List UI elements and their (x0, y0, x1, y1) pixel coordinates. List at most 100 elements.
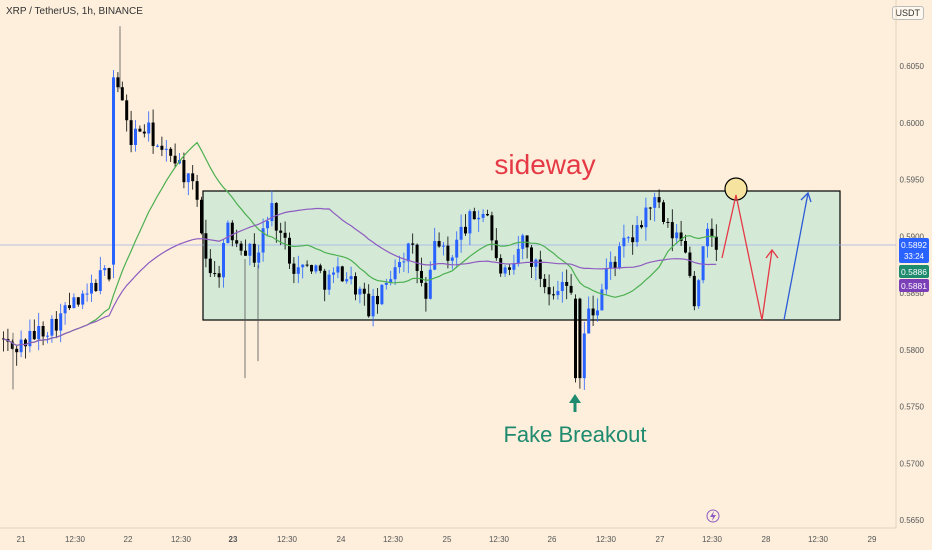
candle-body (107, 268, 111, 280)
candle (46, 332, 49, 344)
candle-body (120, 87, 124, 101)
candle-body (257, 252, 261, 263)
ma-green-tag: 0.5886 (899, 265, 929, 278)
candle-body (164, 148, 168, 150)
candle (644, 197, 648, 241)
candle (428, 261, 432, 300)
candle-body (393, 267, 397, 280)
candle (648, 206, 652, 221)
price-tick-label: 0.6050 (900, 62, 925, 71)
candle-body (604, 268, 608, 290)
candle-body (428, 269, 432, 299)
price-tick-label: 0.5750 (900, 403, 925, 412)
ma-green-line (3, 141, 717, 347)
candle (560, 271, 564, 303)
candle-body (666, 221, 670, 223)
time-tick-label: 12:30 (702, 535, 723, 544)
candle-body (569, 285, 573, 293)
candle-body (151, 122, 155, 146)
candle (512, 254, 516, 275)
candle-body (653, 197, 657, 208)
candle (446, 236, 450, 269)
candle (138, 125, 142, 132)
candle (327, 269, 331, 295)
blue-arrow-head-icon (800, 191, 812, 203)
candle (213, 261, 217, 277)
target-circle (724, 177, 748, 201)
candle-body (213, 273, 217, 275)
candle-body (98, 270, 102, 291)
candle (499, 254, 503, 277)
candle-body (248, 243, 252, 256)
candle-body (560, 281, 564, 291)
candle (103, 265, 107, 276)
candle-body (411, 243, 415, 245)
candle-body (19, 339, 23, 353)
candle (622, 224, 626, 258)
candle (37, 312, 41, 351)
candle (371, 288, 375, 327)
candle (657, 189, 661, 209)
candle (200, 196, 203, 235)
candle (274, 202, 278, 243)
candle (252, 233, 256, 268)
candle-body (609, 261, 613, 269)
time-tick-label: 25 (443, 535, 452, 544)
candle-body (314, 265, 318, 272)
candle-body (534, 259, 538, 267)
candle-body (336, 266, 340, 273)
candle-body (318, 265, 322, 271)
candle (613, 256, 617, 277)
candle (596, 298, 599, 322)
candle-body (468, 211, 472, 234)
candle (186, 172, 190, 196)
candle (569, 273, 573, 295)
candle (525, 235, 529, 259)
candle-body (446, 245, 450, 261)
candle (631, 224, 635, 255)
candle-body (635, 225, 639, 243)
candle (398, 255, 401, 274)
price-tick-label: 0.5700 (900, 459, 925, 468)
candle-body (327, 274, 331, 290)
candle-body (103, 268, 107, 271)
time-tick-label: 27 (656, 535, 665, 544)
event-lightning-icon[interactable] (706, 509, 720, 523)
candle (151, 109, 155, 154)
sideway-label: sideway (494, 149, 595, 180)
candle-body (547, 287, 551, 295)
time-tick-label: 24 (337, 535, 346, 544)
time-tick-label: 26 (548, 535, 557, 544)
candle-body (406, 243, 410, 262)
candle (208, 249, 212, 277)
candle-body (380, 284, 384, 305)
currency-unit-badge[interactable]: USDT (891, 6, 924, 20)
candle (173, 143, 177, 169)
price-axis: 0.6050 0.6000 0.5950 0.5900 0.5850 0.5800 0.57… (900, 62, 925, 525)
candle-body (24, 339, 27, 347)
candle (684, 234, 687, 254)
candle-body (538, 259, 542, 279)
candle-body (424, 282, 428, 299)
last-price-value: 0.5892 (901, 240, 927, 250)
candle-body (310, 264, 313, 272)
candle-body (398, 262, 401, 268)
time-tick-label: 12:30 (383, 535, 404, 544)
candle-body (358, 288, 362, 295)
candle-body (670, 222, 674, 239)
candle-body (279, 230, 283, 233)
candle-body (94, 282, 98, 291)
up-arrow-icon (569, 394, 581, 412)
candle (195, 174, 199, 207)
blue-projection-line (783, 192, 809, 321)
time-tick-label: 12:30 (65, 535, 86, 544)
candle-body (675, 232, 679, 239)
ma-purple-line (3, 207, 717, 347)
candle (28, 319, 32, 353)
candle-body (657, 197, 661, 203)
candle-body (323, 270, 327, 290)
candle (477, 210, 481, 232)
candle-body (85, 293, 89, 295)
